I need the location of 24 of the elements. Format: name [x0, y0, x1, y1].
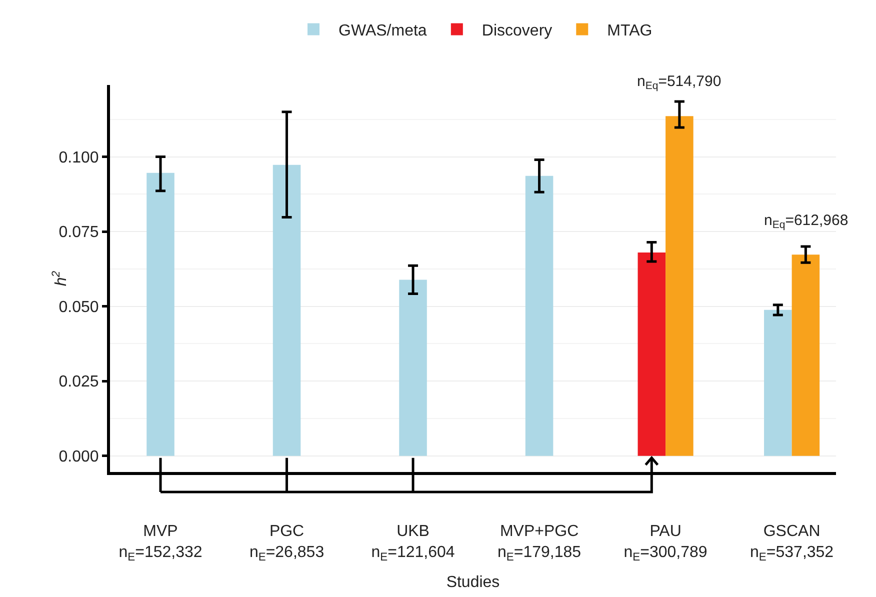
x-axis-title: Studies: [446, 574, 500, 592]
bar: [399, 280, 427, 456]
bar: [638, 252, 666, 456]
y-tick-label: 0.075: [58, 224, 99, 242]
legend-label: GWAS/meta: [338, 22, 427, 40]
legend-label: Discovery: [482, 22, 552, 40]
y-tick-label: 0.100: [58, 149, 99, 166]
x-tick-label: MVP+PGC n$_{E}$=179,185: [498, 523, 582, 564]
y-tick-label: 0.050: [58, 298, 99, 316]
bar: [272, 164, 301, 456]
annotation: n$_{Eq}$=514,790: [637, 73, 722, 92]
x-tick-label: UKB n$_{E}$=121,604: [371, 523, 455, 564]
legend-label: MTAG: [607, 22, 652, 40]
bar: [525, 176, 554, 456]
annotation: n$_{Eq}$=612,968: [764, 212, 848, 232]
x-tick-label: PAU n$_{E}$=300,789: [624, 523, 708, 564]
y-tick-label: 0.000: [58, 448, 99, 466]
y-tick-label: 0.025: [58, 374, 99, 391]
x-tick-label: PGC n$_{E}$=26,853: [249, 523, 324, 564]
bar: [792, 254, 820, 456]
bar: [146, 172, 174, 456]
x-tick-label: MVP n$_{E}$=152,332: [118, 523, 202, 564]
x-tick-label: GSCAN n$_{E}$=537,352: [750, 523, 834, 564]
bar: [666, 116, 694, 456]
